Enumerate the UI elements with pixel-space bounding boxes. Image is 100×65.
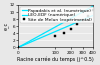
Y-axis label: e_c: e_c — [4, 22, 8, 30]
LEO-EDF (numérique) — [21, 46, 22, 47]
Papadakis et al. (numérique) — [37, 36, 39, 37]
Site de Melun (expérimental) — [70, 28, 71, 29]
LEO-EDF (numérique) — [86, 18, 87, 19]
Papadakis et al. (numérique) — [18, 47, 19, 48]
Site de Melun (expérimental) — [76, 24, 78, 25]
Papadakis et al. (numérique) — [21, 45, 22, 46]
Line: Papadakis et al. (numérique): Papadakis et al. (numérique) — [18, 6, 93, 47]
Site de Melun (expérimental) — [55, 36, 56, 37]
Site de Melun (expérimental) — [87, 15, 88, 16]
Legend: Papadakis et al. (numérique), LEO-EDF (numérique), Site de Melun (expérimental): Papadakis et al. (numérique), LEO-EDF (n… — [20, 7, 94, 23]
X-axis label: Racine carrée du temps (j^0.5): Racine carrée du temps (j^0.5) — [17, 56, 94, 62]
Papadakis et al. (numérique) — [31, 39, 33, 40]
Papadakis et al. (numérique) — [86, 9, 87, 10]
LEO-EDF (numérique) — [92, 15, 93, 16]
LEO-EDF (numérique) — [88, 17, 90, 18]
Site de Melun (expérimental) — [82, 19, 83, 20]
LEO-EDF (numérique) — [31, 41, 33, 42]
Site de Melun (expérimental) — [63, 32, 64, 33]
Line: Site de Melun (expérimental): Site de Melun (expérimental) — [17, 9, 94, 49]
LEO-EDF (numérique) — [22, 45, 23, 46]
Site de Melun (expérimental) — [18, 47, 19, 48]
Papadakis et al. (numérique) — [88, 8, 90, 9]
LEO-EDF (numérique) — [18, 47, 19, 48]
Line: LEO-EDF (numérique): LEO-EDF (numérique) — [18, 16, 93, 47]
Papadakis et al. (numérique) — [92, 6, 93, 7]
Site de Melun (expérimental) — [92, 10, 93, 11]
